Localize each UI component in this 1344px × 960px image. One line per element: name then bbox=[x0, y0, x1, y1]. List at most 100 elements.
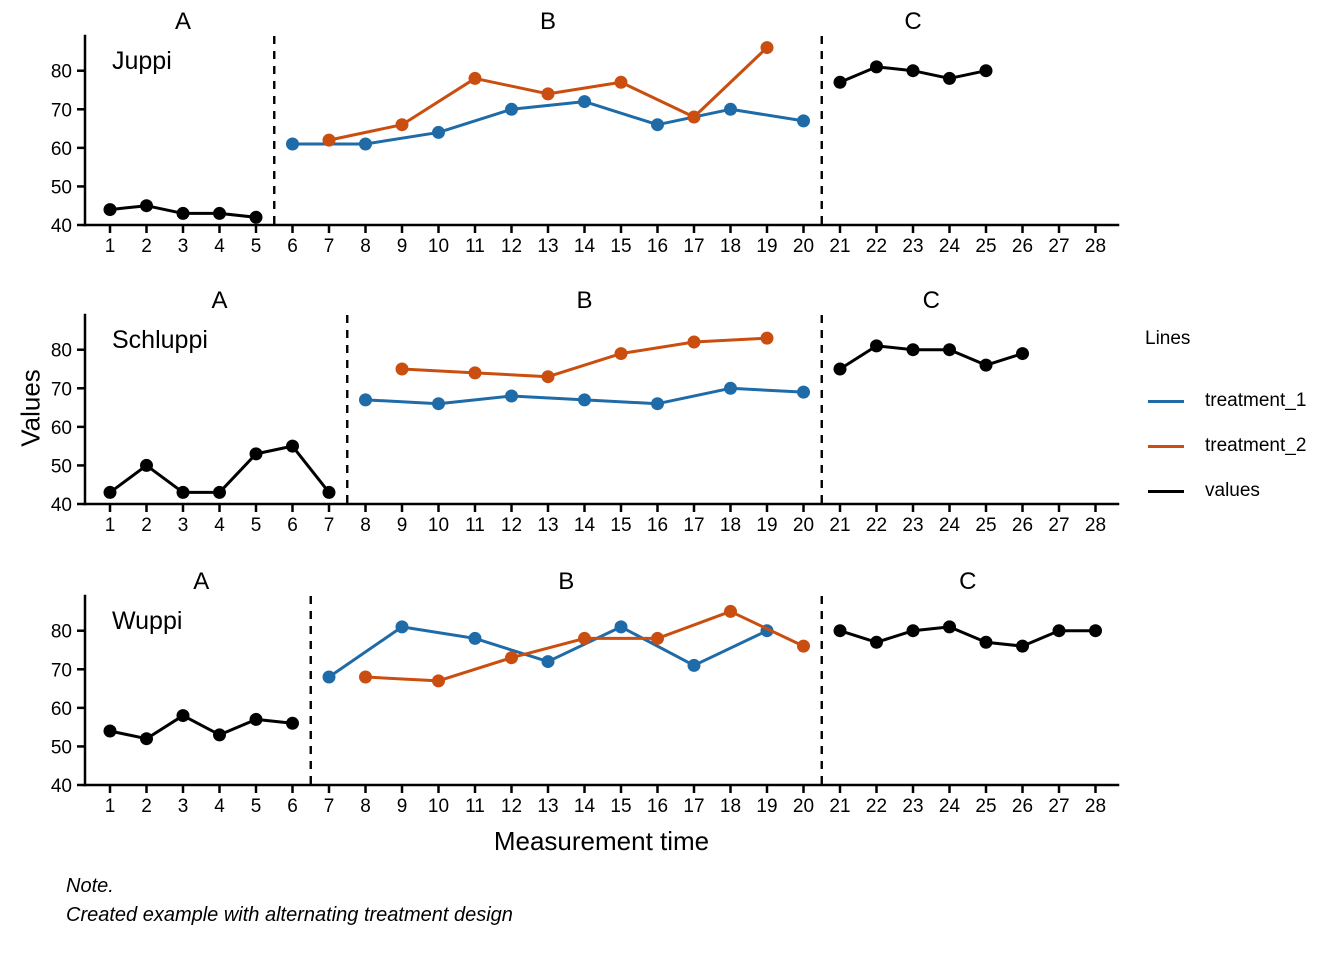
data-point-values bbox=[906, 64, 920, 78]
data-point-treatment_1 bbox=[541, 655, 555, 669]
x-tick-label: 12 bbox=[501, 796, 522, 817]
x-tick-label: 14 bbox=[574, 515, 596, 536]
x-tick-label: 3 bbox=[178, 796, 189, 817]
data-point-treatment_2 bbox=[760, 331, 774, 345]
data-point-values bbox=[833, 624, 847, 638]
x-tick-label: 7 bbox=[324, 236, 335, 257]
x-tick-label: 26 bbox=[1012, 796, 1033, 817]
x-tick-label: 6 bbox=[287, 515, 298, 536]
x-tick-label: 4 bbox=[214, 796, 225, 817]
x-tick-label: 20 bbox=[793, 515, 814, 536]
data-point-treatment_2 bbox=[395, 118, 409, 132]
x-tick-label: 25 bbox=[975, 796, 996, 817]
x-tick-label: 4 bbox=[214, 515, 225, 536]
x-tick-label: 1 bbox=[105, 515, 116, 536]
case-name: Schluppi bbox=[112, 326, 208, 354]
legend: Lines treatment_1 treatment_2 values bbox=[1143, 328, 1338, 501]
phase-label: A bbox=[175, 8, 191, 35]
x-tick-label: 7 bbox=[324, 515, 335, 536]
data-point-values bbox=[140, 458, 153, 472]
data-point-treatment_1 bbox=[322, 670, 336, 684]
x-tick-label: 15 bbox=[610, 236, 631, 257]
phase-label: C bbox=[923, 287, 940, 314]
x-tick-label: 28 bbox=[1085, 515, 1106, 536]
data-point-treatment_1 bbox=[468, 631, 482, 645]
data-point-values bbox=[979, 358, 993, 372]
data-point-values bbox=[833, 75, 847, 89]
data-point-treatment_1 bbox=[797, 114, 810, 128]
data-point-treatment_1 bbox=[432, 397, 445, 411]
x-tick-label: 8 bbox=[360, 236, 371, 257]
data-point-values bbox=[213, 206, 226, 220]
data-point-treatment_1 bbox=[395, 620, 409, 634]
y-tick-label: 50 bbox=[51, 456, 72, 477]
x-tick-label: 1 bbox=[105, 796, 116, 817]
x-tick-label: 16 bbox=[647, 796, 668, 817]
data-point-values bbox=[870, 635, 883, 649]
series-line-values bbox=[108, 714, 294, 741]
x-tick-label: 2 bbox=[141, 796, 152, 817]
data-point-values bbox=[286, 439, 299, 453]
x-tick-label: 17 bbox=[683, 236, 704, 257]
data-point-treatment_1 bbox=[359, 393, 372, 407]
data-point-values bbox=[870, 60, 883, 74]
x-tick-label: 19 bbox=[756, 515, 777, 536]
note-line-1: Note. bbox=[66, 875, 114, 897]
x-tick-label: 28 bbox=[1085, 796, 1106, 817]
data-point-treatment_2 bbox=[687, 335, 701, 349]
x-tick-label: 11 bbox=[465, 796, 485, 817]
x-tick-label: 21 bbox=[829, 515, 850, 536]
phase-label: A bbox=[211, 287, 227, 314]
data-point-treatment_1 bbox=[359, 137, 372, 151]
legend-label: treatment_1 bbox=[1205, 390, 1307, 411]
x-tick-label: 27 bbox=[1048, 515, 1069, 536]
data-point-treatment_2 bbox=[541, 370, 555, 384]
x-tick-label: 6 bbox=[287, 236, 298, 257]
data-point-treatment_1 bbox=[505, 389, 518, 403]
x-tick-label: 9 bbox=[397, 796, 408, 817]
data-point-treatment_1 bbox=[578, 393, 591, 407]
data-point-treatment_1 bbox=[286, 137, 299, 151]
data-point-treatment_1 bbox=[687, 658, 701, 672]
x-tick-label: 16 bbox=[647, 236, 668, 257]
x-tick-label: 18 bbox=[720, 515, 741, 536]
x-tick-label: 2 bbox=[141, 236, 152, 257]
y-tick-label: 70 bbox=[51, 379, 72, 400]
data-point-values bbox=[103, 203, 117, 217]
x-tick-label: 27 bbox=[1048, 236, 1069, 257]
phase-label: B bbox=[558, 568, 574, 595]
y-tick-label: 40 bbox=[51, 495, 72, 516]
data-point-values bbox=[979, 635, 993, 649]
case-name: Wuppi bbox=[112, 607, 182, 635]
y-tick-label: 50 bbox=[51, 177, 72, 198]
data-point-values bbox=[176, 206, 190, 220]
legend-entry-values: values bbox=[1148, 480, 1260, 502]
x-tick-label: 9 bbox=[397, 236, 408, 257]
x-tick-label: 17 bbox=[683, 515, 704, 536]
x-tick-label: 24 bbox=[939, 236, 961, 257]
x-tick-label: 10 bbox=[428, 515, 449, 536]
data-point-treatment_2 bbox=[541, 87, 555, 101]
data-point-values bbox=[979, 64, 993, 78]
series-line-treatment_1 bbox=[291, 100, 805, 146]
data-point-treatment_2 bbox=[724, 604, 737, 618]
y-tick-label: 40 bbox=[51, 216, 72, 237]
data-point-values bbox=[322, 485, 336, 499]
x-tick-label: 18 bbox=[720, 236, 741, 257]
y-tick-label: 70 bbox=[51, 100, 72, 121]
data-point-treatment_1 bbox=[724, 381, 737, 395]
x-tick-label: 24 bbox=[939, 515, 961, 536]
x-tick-label: 20 bbox=[793, 236, 814, 257]
x-tick-label: 14 bbox=[574, 796, 596, 817]
data-point-treatment_2 bbox=[322, 133, 336, 147]
x-tick-label: 9 bbox=[397, 515, 408, 536]
series-line-treatment_1 bbox=[327, 625, 769, 679]
series-line-treatment_2 bbox=[400, 336, 769, 379]
x-tick-label: 15 bbox=[610, 796, 631, 817]
x-tick-label: 26 bbox=[1012, 236, 1033, 257]
data-point-treatment_2 bbox=[432, 674, 445, 688]
data-point-values bbox=[176, 709, 190, 723]
